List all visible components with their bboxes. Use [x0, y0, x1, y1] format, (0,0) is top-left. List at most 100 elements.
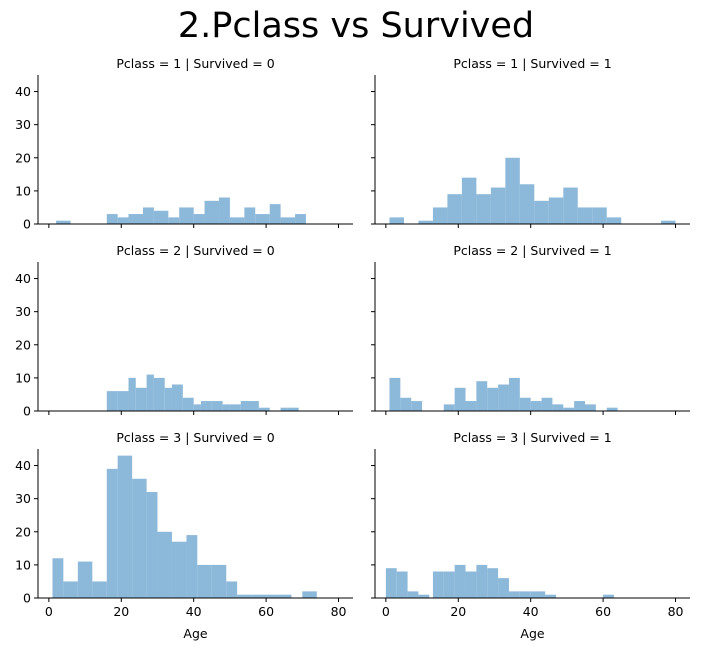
histogram-bar [197, 564, 212, 598]
histogram-bar [552, 404, 564, 411]
histogram-bar [577, 207, 593, 224]
histogram-bar [461, 177, 477, 224]
x-tick-label: 40 [186, 604, 202, 619]
x-tick-label: 20 [113, 604, 129, 619]
y-tick-label: 10 [15, 183, 31, 198]
histogram-bar [498, 578, 509, 598]
histogram-bar [237, 594, 252, 598]
histogram-bar [179, 207, 194, 224]
histogram-bar [432, 207, 448, 224]
histogram-bar [171, 541, 187, 598]
histogram-bar [56, 220, 71, 224]
histogram-bar [248, 401, 259, 411]
x-tick-label: 80 [668, 604, 684, 619]
histogram-bar [211, 401, 223, 411]
histogram-bar [280, 407, 288, 411]
histogram-bar [287, 407, 299, 411]
histogram-bar [146, 492, 158, 598]
x-tick-label: 0 [45, 604, 53, 619]
y-tick-label: 30 [15, 304, 31, 319]
x-tick-label: 0 [382, 604, 390, 619]
histogram-bar [508, 377, 520, 411]
histogram-bar [211, 564, 227, 598]
histogram-bar [519, 184, 535, 224]
histogram-bar [302, 591, 317, 598]
panel-title: Pclass = 1 | Survived = 1 [453, 56, 611, 71]
histogram-bar [146, 374, 154, 411]
histogram-bar [226, 581, 238, 598]
histogram-bar [193, 404, 201, 411]
histogram-bar [454, 387, 466, 411]
y-tick-label: 20 [15, 150, 31, 165]
histogram-bar [200, 401, 212, 411]
histogram-bar [128, 214, 143, 224]
histogram-bar [490, 187, 506, 224]
histogram-bar [63, 581, 78, 598]
histogram-bar [563, 187, 578, 224]
histogram-bar [563, 407, 575, 411]
histogram-bar [117, 217, 129, 224]
y-tick-label: 40 [15, 271, 31, 286]
histogram-bar [603, 594, 614, 598]
histogram-bar [276, 594, 292, 598]
histogram-bar [465, 401, 477, 411]
histogram-bar [519, 397, 531, 411]
y-tick-label: 20 [15, 337, 31, 352]
histogram-bar [280, 217, 296, 224]
histogram-bar [407, 591, 419, 598]
y-tick-label: 30 [15, 117, 31, 132]
histogram-bar [77, 561, 93, 598]
histogram-bar [229, 217, 245, 224]
histogram-bar [498, 384, 509, 411]
y-tick-label: 0 [23, 217, 31, 232]
histogram-bar [157, 531, 172, 598]
histogram-bar [117, 391, 129, 411]
histogram-bar [574, 401, 585, 411]
histogram-bar [400, 397, 412, 411]
histogram-bar [251, 594, 267, 598]
histogram-bar [153, 377, 165, 411]
histogram-bar [389, 377, 401, 411]
histogram-bar [418, 594, 430, 598]
x-tick-label: 20 [450, 604, 466, 619]
histogram-bar [295, 214, 306, 224]
histogram-bar [396, 571, 408, 598]
x-tick-label: 60 [258, 604, 274, 619]
histogram-bar [454, 564, 466, 598]
x-axis-label: Age [520, 626, 544, 641]
y-tick-label: 20 [15, 524, 31, 539]
panel-title: Pclass = 1 | Survived = 0 [116, 56, 274, 71]
histogram-bar [411, 401, 423, 411]
histogram-bar [519, 591, 531, 598]
y-tick-label: 0 [23, 591, 31, 606]
y-tick-label: 10 [15, 370, 31, 385]
panel-title: Pclass = 2 | Survived = 1 [453, 243, 611, 258]
histogram-bar [447, 194, 462, 224]
histogram-bar [117, 455, 133, 598]
histogram-bar [255, 214, 270, 224]
histogram-bar [530, 591, 546, 598]
histogram-bar [545, 594, 557, 598]
histogram-bar [193, 214, 205, 224]
histogram-bar [186, 535, 198, 598]
histogram-bar [269, 204, 281, 224]
histogram-bar [229, 404, 241, 411]
histogram-bar [128, 377, 136, 411]
histogram-bar [661, 220, 676, 224]
histogram-bar [385, 568, 397, 598]
histogram-bar [443, 571, 455, 598]
histogram-bar [505, 157, 520, 224]
y-tick-label: 10 [15, 557, 31, 572]
x-axis-label: Age [183, 626, 207, 641]
histogram-bar [585, 404, 596, 411]
x-tick-label: 80 [331, 604, 347, 619]
histogram-bar [541, 397, 553, 411]
histogram-bar [266, 594, 277, 598]
histogram-bar [534, 200, 549, 224]
histogram-bar [240, 401, 248, 411]
y-tick-label: 30 [15, 491, 31, 506]
histogram-bar [432, 571, 444, 598]
histogram-bar [171, 384, 183, 411]
histogram-bar [476, 564, 488, 598]
